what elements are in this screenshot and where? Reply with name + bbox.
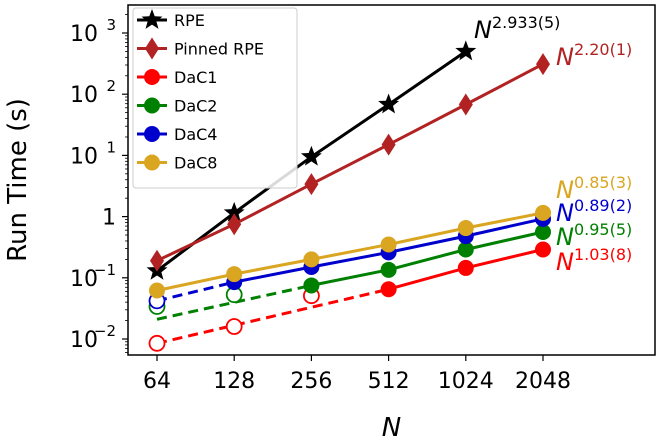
legend-marker xyxy=(144,154,160,171)
x-tick-label: 128 xyxy=(213,369,255,394)
legend-box xyxy=(132,7,298,189)
legend-entry-pinned-rpe: Pinned RPE xyxy=(137,37,264,60)
y-tick-exponent: −1 xyxy=(94,261,116,279)
legend-entry-dac1: DaC1 xyxy=(137,68,217,87)
dac8-point xyxy=(380,236,397,253)
dac1-point xyxy=(535,241,551,258)
dac2-line xyxy=(311,230,544,287)
pinned-rpe-point xyxy=(381,133,396,156)
rpe-point xyxy=(223,201,245,222)
pinned-rpe-line xyxy=(156,62,544,263)
rpe-point xyxy=(300,145,322,166)
y-tick-label: 10 xyxy=(70,328,98,353)
pinned-rpe-point xyxy=(458,93,473,116)
dac8-point xyxy=(535,204,551,221)
dac8-point xyxy=(149,282,165,299)
legend-label: RPE xyxy=(174,11,205,30)
pinned-rpe-point xyxy=(227,213,242,236)
dac1-scaling-exponent: 1.03(8) xyxy=(574,245,632,264)
series-dac1 xyxy=(148,241,551,352)
dac2-point xyxy=(457,241,474,258)
legend-entry-rpe: RPE xyxy=(137,9,205,30)
dac2-point xyxy=(535,224,551,241)
y-tick-label: 1 xyxy=(102,206,116,231)
dac8-scaling-annotation: N0.85(3) xyxy=(556,173,632,204)
y-tick-exponent: −2 xyxy=(94,322,116,340)
pinned-rpe-point xyxy=(536,53,550,76)
legend-entry-dac2: DaC2 xyxy=(137,97,217,116)
series-pinned-rpe xyxy=(150,53,550,272)
legend-marker xyxy=(144,126,160,142)
dac1-open-point xyxy=(225,318,243,335)
dac2-scaling-exponent: 0.95(5) xyxy=(574,220,632,239)
pinned-rpe-point xyxy=(304,173,319,196)
dac1-point xyxy=(380,281,397,298)
dac8-scaling-base: N xyxy=(556,176,574,204)
dac8-scaling-exponent: 0.85(3) xyxy=(574,173,632,192)
dac2-scaling-base: N xyxy=(556,223,574,251)
series-dac8 xyxy=(149,204,551,299)
dac1-open-point xyxy=(148,334,166,352)
x-axis-title: N xyxy=(382,413,401,443)
dac2-point xyxy=(380,261,397,278)
legend-marker xyxy=(144,69,160,85)
y-tick-exponent: 2 xyxy=(106,77,116,95)
dac8-line xyxy=(156,211,544,292)
rpe-scaling-base: N xyxy=(474,16,492,44)
dac1-scaling-annotation: N1.03(8) xyxy=(556,245,632,276)
dac2-scaling-annotation: N0.95(5) xyxy=(556,220,632,251)
pinned-rpe-point xyxy=(150,249,164,272)
y-tick-label: 10 xyxy=(70,83,98,108)
legend-label: DaC4 xyxy=(174,125,217,144)
legend-entry-dac4: DaC4 xyxy=(137,125,217,144)
dac8-point xyxy=(457,220,474,237)
x-tick-label: 1024 xyxy=(438,369,494,394)
legend-label: DaC8 xyxy=(174,154,217,173)
dac4-scaling-base: N xyxy=(556,199,574,227)
series-dac2 xyxy=(148,224,551,321)
y-tick-exponent: 1 xyxy=(106,138,116,156)
y-axis-title: Run Time (s) xyxy=(3,98,33,262)
legend-marker xyxy=(145,37,159,60)
y-tick-exponent: 3 xyxy=(106,16,116,34)
dac8-point xyxy=(226,266,243,283)
pinned-rpe-scaling-exponent: 2.20(1) xyxy=(574,40,632,59)
y-tick-label: 10 xyxy=(70,22,98,47)
dac4-dashed-extrapolation xyxy=(156,280,235,303)
x-tick-label: 512 xyxy=(368,369,410,394)
dac1-dashed-extrapolation xyxy=(156,287,389,345)
pinned-rpe-scaling-annotation: N2.20(1) xyxy=(556,40,632,71)
x-tick-label: 64 xyxy=(143,369,171,394)
dac1-scaling-base: N xyxy=(556,248,574,276)
dac2-point xyxy=(303,277,320,294)
dac2-dashed-extrapolation xyxy=(156,283,312,321)
dac1-point xyxy=(457,259,474,276)
rpe-scaling-annotation: N2.933(5) xyxy=(474,13,560,44)
pinned-rpe-scaling-base: N xyxy=(556,43,574,71)
x-tick-label: 256 xyxy=(290,369,332,394)
y-tick-label: 10 xyxy=(70,144,98,169)
series-dac4 xyxy=(148,210,551,310)
dac4-scaling-exponent: 0.89(2) xyxy=(574,196,632,215)
legend-marker xyxy=(144,97,160,114)
dac4-scaling-annotation: N0.89(2) xyxy=(556,196,632,227)
legend-label: DaC1 xyxy=(174,68,217,87)
legend-marker xyxy=(141,9,163,29)
x-tick-label: 2048 xyxy=(515,369,571,394)
legend-label: DaC2 xyxy=(174,97,217,116)
y-tick-label: 10 xyxy=(70,267,98,292)
rpe-scaling-exponent: 2.933(5) xyxy=(492,13,560,32)
rpe-point xyxy=(378,93,400,114)
legend-entry-dac8: DaC8 xyxy=(137,154,217,173)
rpe-point xyxy=(455,40,477,61)
legend-label: Pinned RPE xyxy=(174,40,264,59)
dac8-point xyxy=(303,251,320,268)
